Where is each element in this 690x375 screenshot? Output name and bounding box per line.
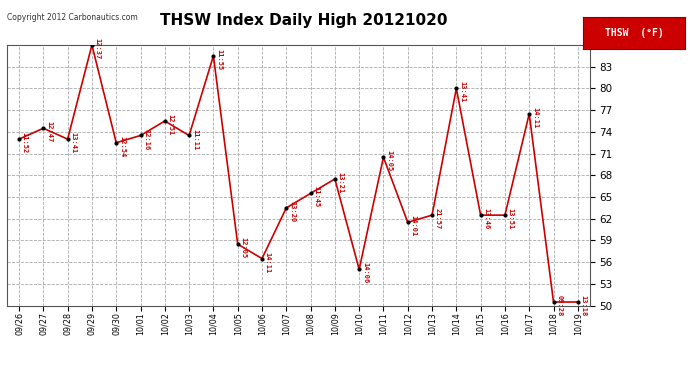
Text: 13:21: 13:21: [337, 172, 344, 193]
Text: 13:20: 13:20: [289, 201, 295, 222]
Text: 13:18: 13:18: [580, 295, 586, 316]
Text: 14:11: 14:11: [265, 252, 270, 273]
Text: 09:28: 09:28: [556, 295, 562, 316]
Text: 14:05: 14:05: [386, 150, 392, 171]
Text: 12:37: 12:37: [95, 38, 101, 59]
Text: 12:51: 12:51: [168, 114, 174, 135]
Text: 12:16: 12:16: [144, 129, 149, 150]
Text: 13:51: 13:51: [508, 208, 513, 230]
Text: 13:41: 13:41: [70, 132, 77, 153]
Text: Copyright 2012 Carbonautics.com: Copyright 2012 Carbonautics.com: [7, 13, 137, 22]
Text: 11:52: 11:52: [22, 132, 28, 153]
Text: 11:45: 11:45: [313, 186, 319, 208]
Text: 13:41: 13:41: [459, 81, 465, 103]
Text: 12:05: 12:05: [241, 237, 246, 258]
Text: THSW Index Daily High 20121020: THSW Index Daily High 20121020: [160, 13, 447, 28]
Text: 14:11: 14:11: [532, 107, 538, 128]
Text: 12:54: 12:54: [119, 136, 125, 157]
Text: 11:55: 11:55: [216, 49, 222, 70]
Text: 14:01: 14:01: [411, 215, 417, 237]
Text: 12:47: 12:47: [46, 121, 52, 142]
Text: 11:11: 11:11: [192, 129, 198, 150]
Text: 14:06: 14:06: [362, 262, 368, 284]
Text: 13:46: 13:46: [484, 208, 489, 230]
Text: THSW  (°F): THSW (°F): [604, 28, 664, 38]
Text: 21:57: 21:57: [435, 208, 441, 230]
